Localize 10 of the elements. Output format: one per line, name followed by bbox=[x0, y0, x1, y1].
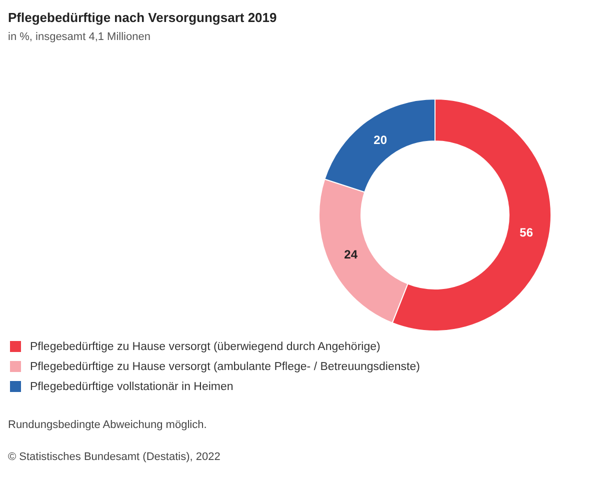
legend-label: Pflegebedürftige zu Hause versorgt (überwiegend durch Angehörige) bbox=[30, 341, 380, 353]
data-label: 56 bbox=[520, 225, 534, 240]
legend-label: Pflegebedürftige vollstationär in Heimen bbox=[30, 381, 234, 393]
chart-subtitle: in %, insgesamt 4,1 Millionen bbox=[8, 31, 150, 43]
legend-label: Pflegebedürftige zu Hause versorgt (ambulante Pflege- / Betreuungsdienste) bbox=[30, 361, 420, 373]
data-label: 20 bbox=[374, 132, 388, 147]
chart-title: Pflegebedürftige nach Versorgungsart 2019 bbox=[8, 10, 277, 25]
text: Rundungsbedingte Abweichung möglich. bbox=[8, 419, 207, 431]
data-label: 24 bbox=[344, 248, 358, 262]
text: © Statistisches Bundesamt (Destatis), 2022 bbox=[8, 451, 220, 463]
